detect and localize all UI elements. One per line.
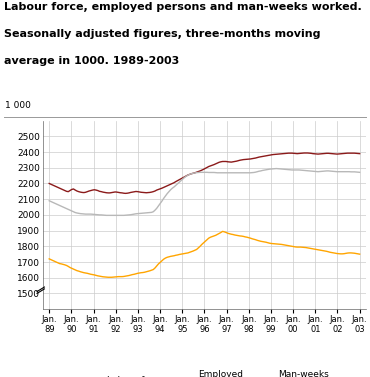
Text: average in 1000. 1989-2003: average in 1000. 1989-2003	[4, 56, 179, 66]
Text: Seasonally adjusted figures, three-months moving: Seasonally adjusted figures, three-month…	[4, 29, 320, 39]
Legend: Labour force, Employed
persons, Man-weeks
worked: Labour force, Employed persons, Man-week…	[77, 366, 332, 377]
Text: 1 000: 1 000	[5, 101, 31, 110]
Text: Labour force, employed persons and man-weeks worked.: Labour force, employed persons and man-w…	[4, 2, 361, 12]
